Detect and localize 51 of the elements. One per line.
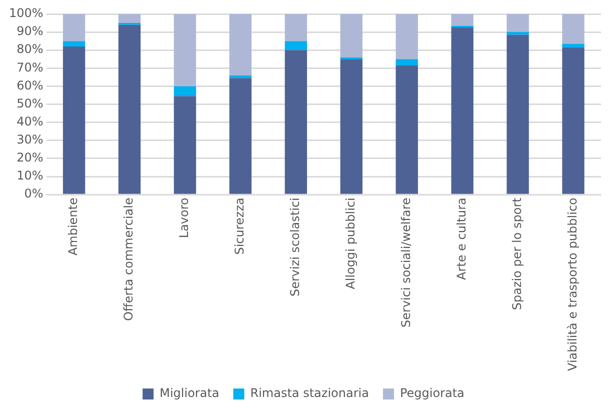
bar [396,14,418,60]
bar [562,44,584,48]
bar [506,34,529,194]
bar [174,96,196,194]
y-tick-label: 70% [16,60,44,74]
y-tick-label: 50% [16,96,44,110]
bar [284,50,308,194]
y-tick-label: 80% [16,42,44,56]
y-tick-label: 20% [16,150,44,165]
y-tick-label: 40% [16,114,44,128]
x-tick-label: Lavoro [177,198,192,238]
bar [229,78,252,194]
legend-label: Peggiorata [400,386,464,400]
bar [229,14,252,76]
bar [396,59,418,66]
bar [118,24,141,194]
x-tick-label: Offerta commerciale [122,198,136,321]
x-tick-label: Viabilità e trasporto pubblico [565,198,580,372]
bar [562,14,584,44]
bar [229,75,252,78]
x-tick-label: Servici sociali/welfare [398,198,413,328]
x-tick-label: Arte e cultura [454,198,468,280]
bar [62,46,86,194]
bar [174,14,196,86]
x-tick-label: Spazio per lo sport [510,197,524,310]
y-tick-label: 10% [16,168,44,183]
y-tick-label: 0% [24,186,44,201]
legend-label: Rimasta stazionaria [250,386,369,400]
y-tick-label: 30% [16,132,44,147]
bar [451,14,474,26]
bar [174,86,196,96]
bar [340,14,362,58]
bar [506,14,529,32]
bar [284,41,308,50]
bar [396,65,418,194]
legend-label: Migliorata [160,386,220,400]
bar [284,14,308,42]
bar [451,28,474,194]
bar [562,47,584,194]
bar [118,14,141,24]
x-tick-label: Ambiente [66,198,80,256]
bar [340,59,362,194]
bar [62,14,86,42]
x-tick-label: Sicurezza [232,198,247,255]
bar [506,32,529,35]
x-tick-label: Alloggi pubblici [344,198,358,290]
y-tick-label: 90% [16,24,44,38]
x-tick-label: Servizi scolastici [288,198,302,297]
y-tick-label: 60% [16,78,44,92]
bar [62,41,86,47]
y-tick-label: 100% [8,6,44,20]
